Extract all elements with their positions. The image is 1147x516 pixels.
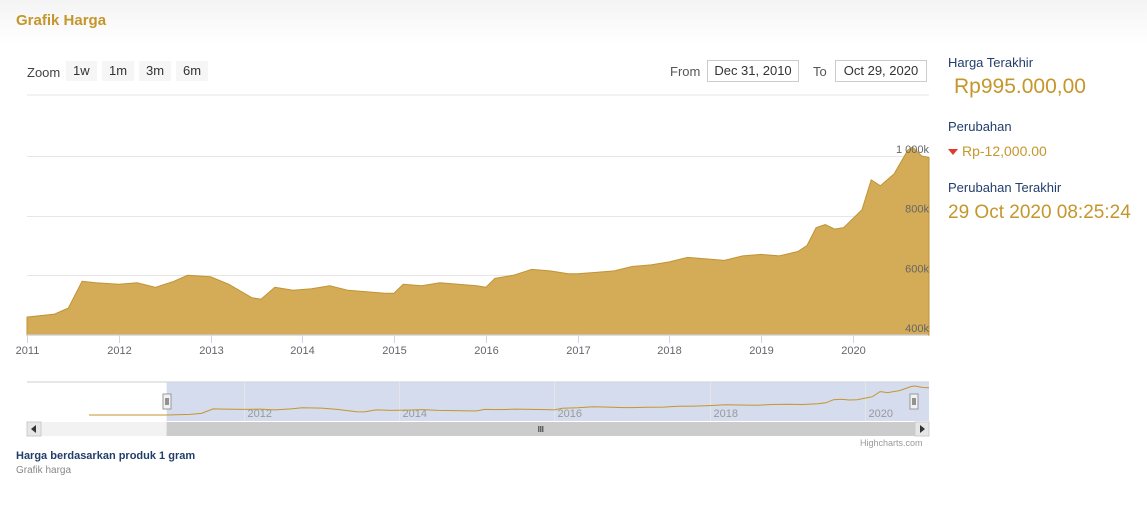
last-change-time: 29 Oct 2020 08:25:24 [948,202,1131,223]
to-label: To [813,64,827,79]
change-value: Rp-12,000.00 [962,143,1047,159]
scroll-right-arrow-icon [920,425,925,433]
zoom-3m-button[interactable]: 3m [139,61,172,81]
navigator-left-handle[interactable] [162,393,172,410]
navigator-tick-label: 2020 [869,408,893,420]
y-tick-label: 400k [905,323,929,335]
chart-caption-title: Harga berdasarkan produk 1 gram [16,450,196,462]
navigator-series-line [89,385,930,416]
scrollbar[interactable] [26,421,930,437]
x-tick-label: 2013 [199,345,223,357]
navigator-tick-label: 2014 [403,408,427,420]
change-row: Rp-12,000.00 [948,143,1047,159]
navigator-tick-label: 2012 [248,408,272,420]
navigator-tick-label: 2018 [714,408,738,420]
x-tick-label: 2020 [841,345,865,357]
x-tick-label: 2017 [566,345,590,357]
x-tick-label: 2015 [382,345,406,357]
navigator-tick-label: 2016 [558,408,582,420]
last-price-label: Harga Terakhir [948,55,1034,70]
y-axis-labels: 400k 600k 800k 1 000k [896,144,930,335]
x-tick-label: 2014 [290,345,314,357]
highcharts-credits[interactable]: Highcharts.com [860,438,923,448]
navigator-ticks: 2012 2014 2016 2018 2020 [244,382,893,421]
to-date-input[interactable] [835,60,927,82]
x-tick-label: 2016 [474,345,498,357]
page-title: Grafik Harga [16,12,107,29]
chart-caption-subtitle: Grafik harga [16,465,72,476]
y-tick-label: 800k [905,204,929,216]
zoom-6m-button[interactable]: 6m [176,61,209,81]
y-tick-label: 600k [905,263,929,275]
x-tick-label: 2011 [16,345,40,357]
last-price-value: Rp995.000,00 [954,75,1086,98]
navigator[interactable]: 2012 2014 2016 2018 2020 [27,381,930,421]
zoom-label: Zoom [27,65,61,80]
x-tick-label: 2012 [107,345,131,357]
from-label: From [670,64,701,79]
navigator-selection[interactable] [166,382,929,421]
header-bar [0,0,1147,44]
handle-body[interactable] [162,393,172,410]
price-area-series [26,146,930,336]
change-label: Perubahan [948,119,1012,134]
x-axis-ticks: 2011 2012 2013 2014 2015 2016 2017 2018 2019 2020 [16,335,866,357]
last-change-label: Perubahan Terakhir [948,180,1062,195]
x-tick-label: 2019 [749,345,773,357]
scroll-left-arrow-icon [31,425,36,433]
zoom-1m-button[interactable]: 1m [102,61,135,81]
y-tick-label: 1 000k [896,144,930,156]
down-arrow-icon [948,149,958,156]
navigator-right-handle[interactable] [909,393,919,410]
handle-body[interactable] [909,393,919,410]
scrollbar-grip-icon [538,426,544,432]
zoom-1w-button[interactable]: 1w [66,61,97,81]
from-date-input[interactable] [707,60,799,82]
x-tick-label: 2018 [657,345,681,357]
